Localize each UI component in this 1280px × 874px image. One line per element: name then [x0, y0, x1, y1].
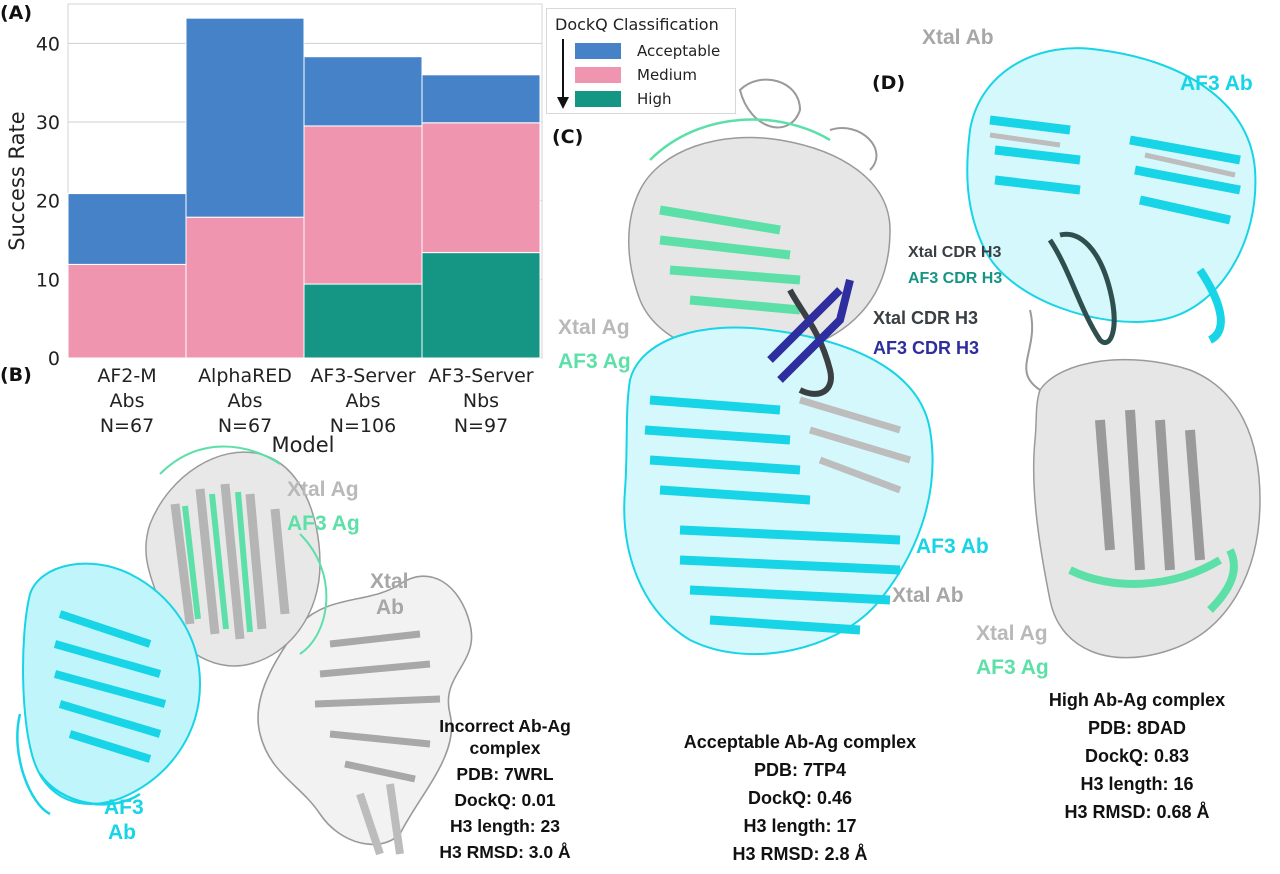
legend-swatch-medium [575, 67, 621, 83]
legend-label-high: High [637, 90, 672, 108]
bar-acceptable [67, 193, 187, 265]
info-d-title: High Ab-Ag complex [1048, 690, 1226, 710]
d-xtal-ab-label: Xtal Ab [922, 26, 994, 49]
info-b: Incorrect Ab-Ag complex PDB: 7WRL DockQ:… [420, 713, 590, 865]
info-c-title: Acceptable Ab-Ag complex [683, 732, 917, 752]
d-cdr-h3 [1047, 231, 1117, 345]
legend-swatch-high [575, 91, 621, 107]
info-b-pdb: PDB: 7WRL [456, 764, 554, 784]
info-c-dockq: DockQ: 0.46 [747, 788, 853, 808]
legend-swatch-acceptable [575, 43, 621, 59]
bar-medium [421, 122, 541, 254]
c-xtal-ag-label: Xtal Ag [558, 316, 630, 339]
info-d-pdb: PDB: 8DAD [1087, 718, 1186, 738]
info-c-h3-rmsd: H3 RMSD: 2.8 Å [732, 844, 868, 864]
info-b-dockq: DockQ: 0.01 [454, 790, 556, 810]
info-b-h3-length: H3 length: 23 [450, 816, 560, 836]
d-af3-cdr-label: AF3 CDR H3 [908, 270, 1003, 287]
info-d-h3-length: H3 length: 16 [1080, 774, 1194, 794]
bar-medium [303, 125, 423, 285]
c-af3-cdr-label: AF3 CDR H3 [873, 338, 980, 358]
panel-label-d: (D) [872, 72, 906, 94]
legend-arrow [557, 39, 569, 109]
info-c-h3-length: H3 length: 17 [743, 816, 857, 836]
c-xtal-ab-label: Xtal Ab [892, 584, 964, 607]
d-xtal-cdr-label: Xtal CDR H3 [908, 244, 1002, 261]
x-tick-label: AF3-Server Nbs N=97 [428, 365, 533, 437]
c-xtal-cdr-label: Xtal CDR H3 [873, 308, 979, 328]
x-tick-label: AF3-Server Abs N=106 [310, 365, 415, 437]
bar-high [421, 252, 541, 359]
legend-label-acceptable: Acceptable [637, 42, 721, 60]
bar-high [303, 283, 423, 359]
legend-title: DockQ Classification [555, 15, 719, 34]
c-cdr-h3 [767, 279, 854, 397]
b-af3-ab-label-1: AF3 [104, 796, 144, 819]
info-b-h3-rmsd: H3 RMSD: 3.0 Å [439, 842, 571, 862]
panel-label-c: (C) [552, 126, 584, 148]
info-b-title-2: complex [469, 738, 541, 758]
b-af3-ab-label-2: Ab [108, 821, 136, 844]
d-xtal-ag-label: Xtal Ag [976, 622, 1048, 645]
chart-legend: DockQ Classification Acceptable Medium H… [546, 8, 736, 114]
legend-label-medium: Medium [637, 66, 697, 84]
info-c: Acceptable Ab-Ag complex PDB: 7TP4 DockQ… [650, 728, 950, 868]
c-af3-ab-label: AF3 Ab [916, 535, 989, 558]
info-d-h3-rmsd: H3 RMSD: 0.68 Å [1064, 802, 1210, 822]
d-ab-ribbon [966, 47, 1257, 344]
y-tick-label: 10 [36, 269, 60, 291]
bar-medium [185, 216, 305, 359]
bar-acceptable [421, 74, 541, 124]
info-d-dockq: DockQ: 0.83 [1084, 746, 1190, 766]
d-af3-ab-label: AF3 Ab [1180, 72, 1253, 95]
y-axis-label: Success Rate [5, 111, 29, 250]
c-ag-ribbon [628, 78, 891, 359]
x-axis-label: Model [271, 433, 334, 457]
info-c-pdb: PDB: 7TP4 [753, 760, 847, 780]
info-d: High Ab-Ag complex PDB: 8DAD DockQ: 0.83… [1022, 686, 1252, 826]
structure-c-acceptable [623, 78, 934, 656]
y-tick-label: 20 [36, 191, 60, 213]
y-tick-label: 30 [36, 112, 60, 134]
b-xtal-ag-label: Xtal Ag [287, 478, 359, 501]
d-ag-ribbon [1025, 309, 1261, 659]
info-b-title-1: Incorrect Ab-Ag [439, 716, 571, 736]
x-tick-label: AF2-M Abs N=67 [97, 365, 156, 437]
b-xtal-ab-label-2: Ab [376, 596, 404, 619]
c-af3-ag-label: AF3 Ag [558, 350, 631, 373]
bar-acceptable [303, 56, 423, 127]
b-af3-ag-label: AF3 Ag [287, 512, 360, 535]
y-tick-label: 40 [36, 33, 60, 55]
panel-label-a: (A) [0, 2, 33, 24]
structure-b-incorrect [16, 445, 473, 856]
c-ab-ribbon [623, 326, 934, 656]
structure-d-high [966, 47, 1261, 659]
d-af3-ag-label: AF3 Ag [976, 656, 1049, 679]
panel-label-b: (B) [0, 364, 32, 386]
bars [67, 17, 541, 359]
x-tick-label: AlphaRED Abs N=67 [198, 365, 292, 437]
af3-ab-ribbon [16, 562, 202, 816]
y-ticks: 0 10 20 30 40 [36, 33, 60, 370]
bar-acceptable [185, 17, 305, 218]
b-xtal-ab-label-1: Xtal [370, 570, 409, 593]
y-tick-label: 0 [48, 348, 60, 370]
bar-medium [67, 263, 187, 359]
